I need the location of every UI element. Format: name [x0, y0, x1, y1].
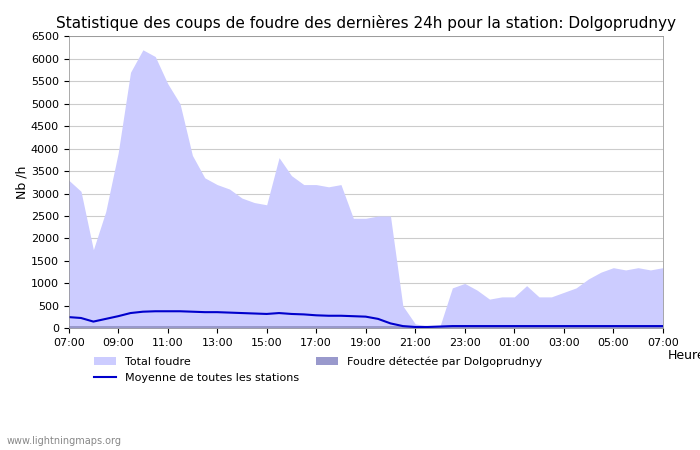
Legend: Total foudre, Moyenne de toutes les stations, Foudre détectée par Dolgoprudnyy: Total foudre, Moyenne de toutes les stat…	[90, 352, 547, 387]
Text: www.lightningmaps.org: www.lightningmaps.org	[7, 436, 122, 446]
Y-axis label: Nb /h: Nb /h	[15, 166, 28, 199]
Title: Statistique des coups de foudre des dernières 24h pour la station: Dolgoprudnyy: Statistique des coups de foudre des dern…	[56, 15, 676, 31]
X-axis label: Heure: Heure	[668, 349, 700, 362]
